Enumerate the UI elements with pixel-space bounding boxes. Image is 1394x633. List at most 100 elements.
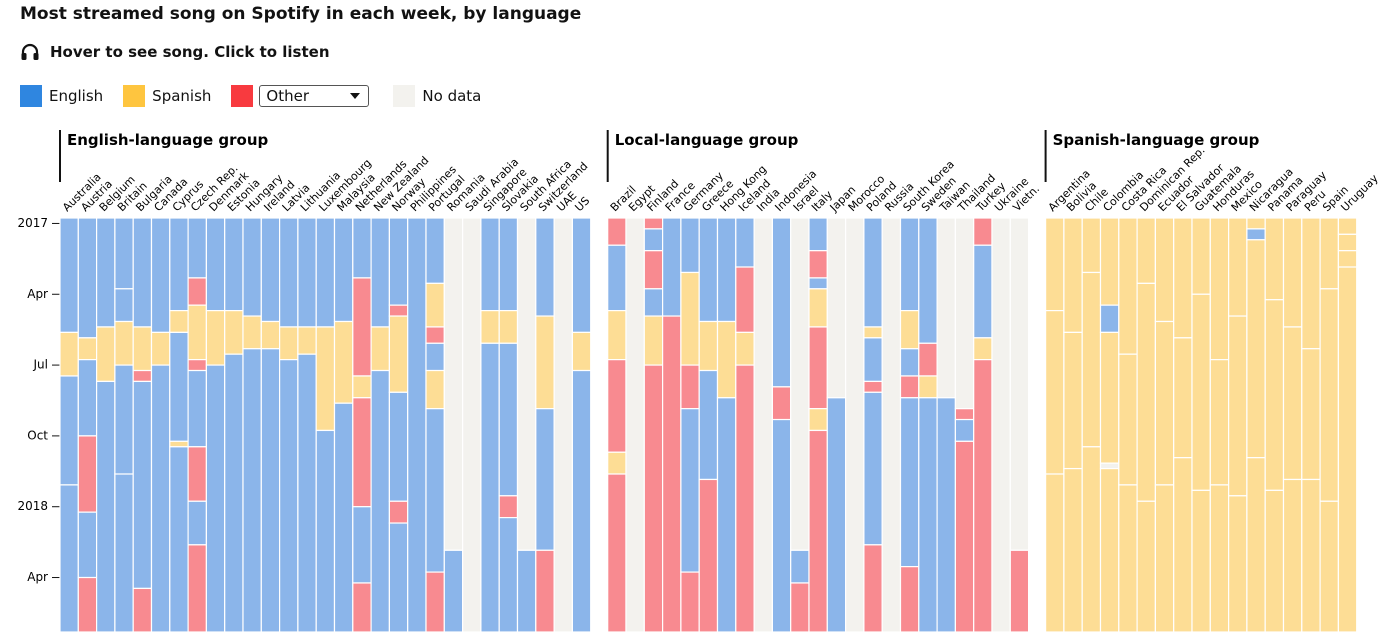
song-cell [1044, 473, 1065, 633]
song-cell [553, 217, 573, 633]
song-cell [59, 217, 79, 333]
song-cell [114, 320, 134, 366]
song-cell [516, 217, 537, 551]
song-cell [352, 397, 372, 508]
song-cell [643, 315, 664, 366]
song-cell [187, 217, 208, 279]
song-cell [1136, 282, 1156, 502]
song-cell [1227, 495, 1248, 633]
song-cell [187, 446, 208, 502]
song-cell [899, 348, 920, 377]
song-cell [808, 408, 828, 432]
song-cell [388, 500, 409, 524]
song-cell [643, 364, 664, 633]
group-name: Local-language group [615, 131, 799, 149]
song-cell [260, 320, 281, 350]
song-cell [187, 277, 208, 306]
song-cell [333, 320, 354, 404]
song-cell [59, 331, 79, 377]
song-cell [352, 582, 372, 633]
song-cell [187, 500, 208, 546]
song-cell [77, 511, 98, 579]
song-cell [716, 217, 737, 323]
song-cell [1154, 484, 1175, 633]
song-cell [480, 310, 500, 344]
song-cell [1246, 217, 1266, 230]
legend-swatch [393, 85, 416, 107]
song-cell [771, 386, 792, 421]
song-cell [498, 342, 519, 497]
song-cell [863, 380, 883, 393]
song-cell [132, 369, 153, 383]
song-cell [716, 320, 737, 399]
song-cell [352, 375, 372, 399]
song-cell [132, 326, 153, 372]
y-tick-label: 2017 [17, 216, 48, 230]
song-cell [297, 353, 317, 633]
song-cell [1099, 217, 1120, 306]
song-cell [1099, 304, 1120, 333]
song-cell [607, 473, 627, 633]
song-cell [1136, 217, 1156, 284]
song-cell [132, 380, 153, 590]
song-cell [571, 217, 592, 333]
chart-title: Most streamed song on Spotify in each we… [20, 4, 582, 24]
song-cell [498, 310, 519, 344]
song-cell [150, 364, 171, 633]
song-cell [936, 397, 956, 633]
song-cell [1337, 217, 1358, 235]
song-cell [936, 217, 956, 399]
legend: English Spanish Other No data [20, 85, 501, 107]
song-cell [260, 217, 281, 323]
song-cell [607, 451, 627, 475]
song-cell [899, 375, 920, 399]
song-cell [95, 326, 116, 383]
subtitle: Hover to see song. Click to listen [20, 43, 330, 61]
song-cell [918, 397, 938, 633]
y-tick-label: Apr [27, 570, 48, 584]
song-cell [1246, 239, 1266, 459]
song-cell [242, 217, 262, 317]
song-cell [150, 331, 171, 366]
song-cell [991, 217, 1011, 633]
song-cell [954, 418, 975, 442]
y-tick-label: Jul [33, 358, 48, 372]
song-cell [607, 310, 627, 361]
song-cell [279, 217, 299, 328]
song-cell [735, 331, 755, 366]
dropdown-label: Other [266, 87, 309, 105]
group-name: English-language group [67, 131, 269, 149]
song-cell [735, 364, 755, 633]
song-cell [114, 217, 134, 290]
song-cell [790, 217, 810, 551]
song-cell [1081, 446, 1102, 633]
song-cell [643, 217, 664, 230]
legend-swatch [231, 85, 254, 107]
song-cell [1282, 478, 1303, 633]
song-cell [698, 478, 719, 633]
song-cell [1191, 293, 1211, 491]
song-cell [844, 217, 865, 633]
song-cell [169, 217, 189, 312]
song-cell [352, 217, 372, 279]
song-cell [114, 473, 134, 633]
language-dropdown[interactable]: Other [259, 85, 370, 107]
song-cell [77, 359, 98, 437]
song-cell [808, 217, 828, 252]
song-cell [1063, 331, 1083, 470]
song-cell [443, 217, 464, 551]
song-cell [680, 408, 700, 573]
song-cell [863, 326, 883, 339]
song-cell [808, 288, 828, 328]
legend-item: No data [393, 85, 481, 107]
song-cell [1301, 478, 1321, 633]
song-cell [1246, 228, 1266, 241]
song-cell [407, 217, 427, 633]
song-cell [571, 369, 592, 633]
song-cell [388, 391, 409, 502]
song-cell [425, 217, 445, 284]
song-cell [535, 408, 555, 551]
song-cell [187, 544, 208, 633]
song-cell [735, 266, 755, 333]
